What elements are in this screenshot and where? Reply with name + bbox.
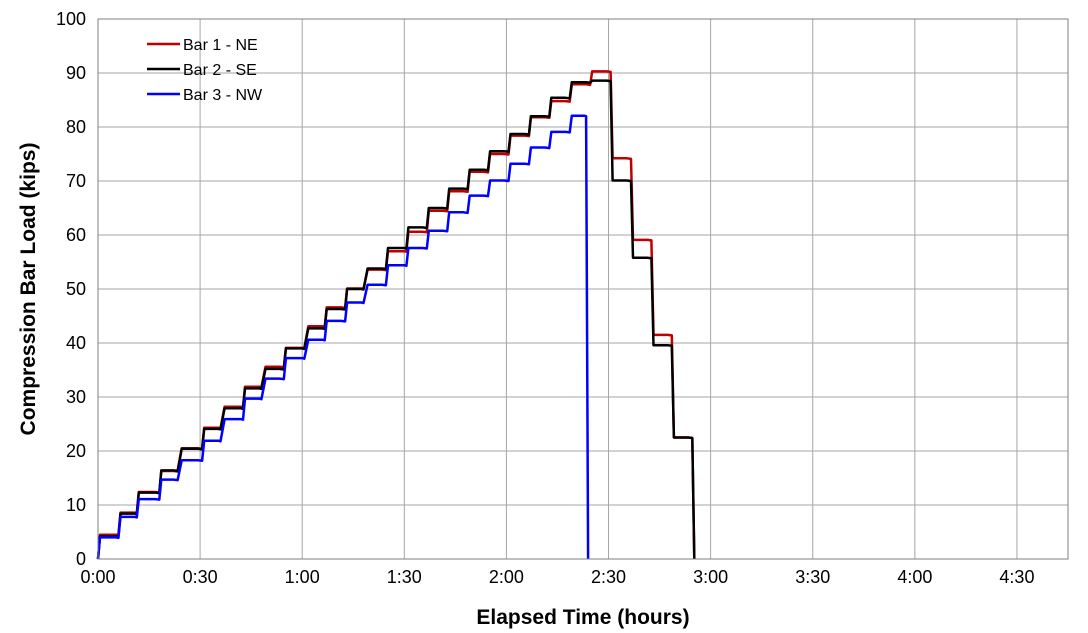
y-tick-label: 40 (66, 333, 86, 353)
y-tick-label: 20 (66, 441, 86, 461)
x-tick-label: 0:30 (183, 567, 218, 587)
x-tick-label: 4:30 (999, 567, 1034, 587)
legend-label-3: Bar 3 - NW (183, 87, 263, 104)
y-tick-label: 10 (66, 495, 86, 515)
y-tick-label: 60 (66, 225, 86, 245)
y-tick-label: 0 (76, 549, 86, 569)
y-tick-label: 50 (66, 279, 86, 299)
series-line-2 (96, 79, 696, 560)
legend: Bar 1 - NE Bar 2 - SE Bar 3 - NW (147, 37, 263, 104)
y-tick-label: 100 (56, 9, 86, 29)
plot-area-border (97, 18, 1069, 560)
y-axis-title: Compression Bar Load (kips) (17, 143, 40, 436)
x-tick-label: 3:00 (693, 567, 728, 587)
x-tick-label: 1:00 (285, 567, 320, 587)
y-tick-label: 30 (66, 387, 86, 407)
x-tick-label: 2:30 (591, 567, 626, 587)
data-series (96, 70, 696, 560)
legend-label-2: Bar 2 - SE (183, 62, 257, 79)
legend-label-1: Bar 1 - NE (183, 37, 258, 54)
tick-labels: 0 10 20 30 40 50 60 70 80 90 100 0:00 0:30 1:00 1:30 2:… (56, 9, 1035, 587)
x-tick-label: 4:00 (897, 567, 932, 587)
y-tick-label: 70 (66, 171, 86, 191)
x-tick-label: 1:30 (387, 567, 422, 587)
x-tick-label: 3:30 (795, 567, 830, 587)
series-line-3 (96, 114, 590, 560)
x-tick-label: 2:00 (489, 567, 524, 587)
x-tick-label: 0:00 (80, 567, 115, 587)
y-tick-label: 90 (66, 63, 86, 83)
y-tick-label: 80 (66, 117, 86, 137)
x-axis-title: Elapsed Time (hours) (476, 606, 689, 629)
